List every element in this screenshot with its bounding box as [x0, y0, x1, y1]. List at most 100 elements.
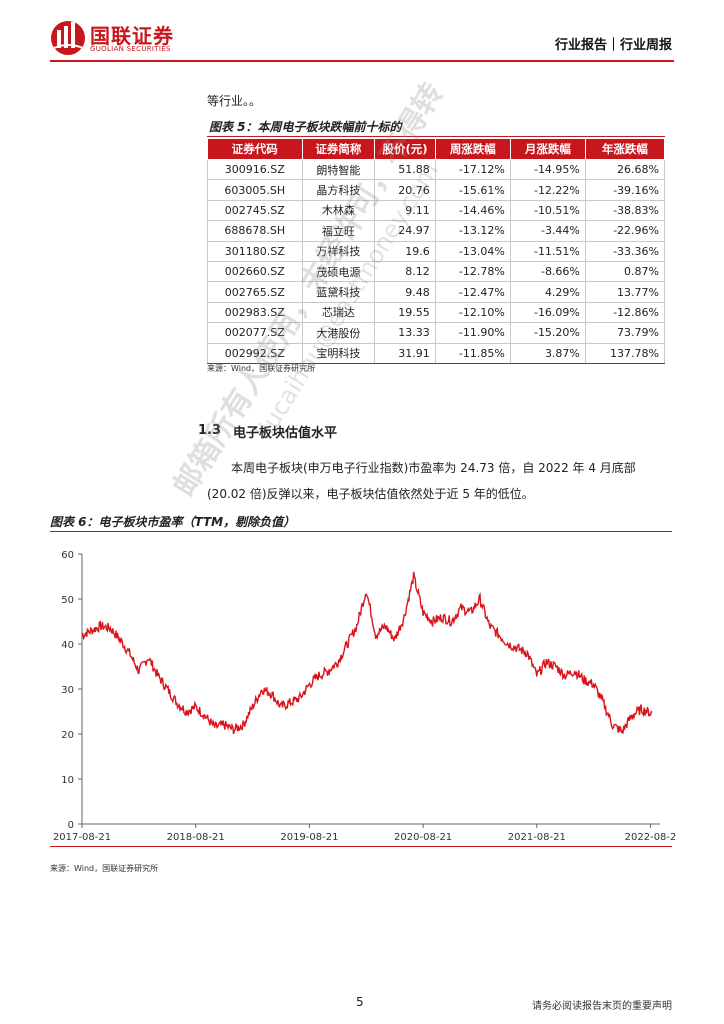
table-cell: -14.46%: [435, 200, 511, 222]
y-tick-label: 60: [61, 550, 74, 561]
logo-text-cn: 国联证券: [90, 24, 174, 48]
table-cell: -11.51%: [510, 241, 586, 262]
table-cell: 福立旺: [302, 220, 376, 242]
intro-text: 等行业。。: [207, 94, 262, 108]
company-logo: 国联证券 GUOLIAN SECURITIES: [50, 18, 200, 58]
table-cell: 13.33: [374, 322, 436, 344]
table-cell: -39.16%: [585, 179, 666, 201]
figure-6-title: 图表 6：电子板块市盈率（TTM，剔除负值）: [50, 513, 672, 532]
figure-5-title: 图表 5：本周电子板块跌幅前十标的: [207, 118, 665, 137]
table-cell: -38.83%: [585, 200, 666, 222]
table-cell: -22.96%: [585, 220, 666, 242]
y-tick-label: 0: [68, 820, 74, 831]
y-tick-label: 20: [61, 730, 74, 741]
table-cell: 002077.SZ: [207, 322, 303, 344]
table-row: 300916.SZ 朗特智能 51.88 -17.12% -14.95% 26.68%: [207, 159, 666, 181]
page-number: 5: [356, 995, 364, 1009]
table-header-cell: 证券简称: [301, 138, 376, 160]
table-cell: 002660.SZ: [207, 261, 303, 283]
figure-5-title-text: 图表 5：本周电子板块跌幅前十标的: [209, 120, 402, 134]
stock-table: 证券代码 证券简称 股价(元) 周涨跌幅 月涨跌幅 年涨跌幅 300916.SZ…: [207, 138, 666, 364]
table-cell: 9.11: [374, 200, 436, 222]
table-cell: 9.48: [374, 281, 436, 303]
table-cell: -14.95%: [510, 159, 586, 181]
table-cell: 51.88: [374, 159, 436, 181]
table-cell: -12.78%: [435, 261, 511, 283]
table-cell: -15.20%: [510, 322, 586, 344]
table-cell: 朗特智能: [302, 159, 376, 181]
table-cell: -12.22%: [510, 179, 586, 201]
table-cell: -16.09%: [510, 302, 586, 324]
table-header-row: 证券代码 证券简称 股价(元) 周涨跌幅 月涨跌幅 年涨跌幅: [207, 138, 666, 160]
table-cell: -3.44%: [510, 220, 586, 242]
pe-series-line: [81, 571, 653, 735]
table-row: 002077.SZ 大港股份 13.33 -11.90% -15.20% 73.79%: [207, 322, 666, 344]
table-cell: 19.55: [374, 302, 436, 324]
table-cell: 20.76: [374, 179, 436, 201]
table-cell: -17.12%: [435, 159, 511, 181]
logo-mark-icon: [51, 21, 85, 55]
x-tick-label: 2017-08-21: [53, 832, 111, 843]
table-header-cell: 月涨跌幅: [509, 138, 586, 160]
table-cell: 3.87%: [510, 343, 586, 364]
y-tick-label: 40: [61, 640, 74, 651]
table-cell: 73.79%: [585, 322, 666, 344]
header-divider: [50, 60, 674, 62]
table-cell: -11.90%: [435, 322, 511, 344]
table-cell: 13.77%: [585, 281, 666, 303]
section-paragraph: 本周电子板块(申万电子行业指数)市盈率为 24.73 倍，自 2022 年 4 …: [207, 461, 636, 501]
table-cell: 31.91: [374, 343, 436, 364]
chart-bottom-divider: [50, 846, 672, 847]
table-header-cell: 周涨跌幅: [434, 138, 511, 160]
table-row: 301180.SZ 万祥科技 19.6 -13.04% -11.51% -33.36%: [207, 241, 666, 262]
table-cell: 大港股份: [302, 322, 376, 344]
table-cell: -15.61%: [435, 179, 511, 201]
table-cell: 芯瑞达: [302, 302, 376, 324]
table-header-cell: 股价(元): [374, 138, 436, 160]
table-cell: 301180.SZ: [207, 241, 303, 262]
table-cell: 688678.SH: [207, 220, 303, 242]
table-cell: -8.66%: [510, 261, 586, 283]
y-tick-label: 50: [61, 595, 74, 606]
table-cell: 603005.SH: [207, 179, 303, 201]
table-cell: 19.6: [374, 241, 436, 262]
table-cell: 木林森: [302, 200, 376, 222]
table-cell: 宝明科技: [302, 343, 376, 364]
table-cell: 24.97: [374, 220, 436, 242]
table-cell: -11.85%: [435, 343, 511, 364]
chart-source: 来源：Wind，国联证券研究所: [50, 864, 159, 873]
table-cell: -10.51%: [510, 200, 586, 222]
table-header-cell: 年涨跌幅: [584, 138, 666, 160]
table-source: 来源：Wind，国联证券研究所: [207, 364, 316, 373]
table-cell: 137.78%: [585, 343, 666, 364]
x-tick-label: 2022-08-2: [625, 832, 677, 843]
table-row: 002765.SZ 蓝黛科技 9.48 -12.47% 4.29% 13.77%: [207, 281, 666, 303]
table-row: 688678.SH 福立旺 24.97 -13.12% -3.44% -22.96%: [207, 220, 666, 242]
report-type-label: 行业报告｜行业周报: [554, 38, 672, 53]
table-cell: 002745.SZ: [207, 200, 303, 222]
table-cell: 002765.SZ: [207, 281, 303, 303]
table-row: 002660.SZ 茂硕电源 8.12 -12.78% -8.66% 0.87%: [207, 261, 666, 283]
table-cell: 8.12: [374, 261, 436, 283]
footer-disclaimer: 请务必阅读报告末页的重要声明: [532, 1001, 672, 1012]
x-tick-label: 2018-08-21: [167, 832, 225, 843]
table-cell: 002983.SZ: [207, 302, 303, 324]
table-cell: -12.47%: [435, 281, 511, 303]
table-cell: -13.04%: [435, 241, 511, 262]
table-cell: 002992.SZ: [207, 343, 303, 364]
table-cell: -33.36%: [585, 241, 666, 262]
section-title: 电子板块估值水平: [233, 426, 338, 441]
y-tick-label: 10: [61, 775, 74, 786]
table-row: 002983.SZ 芯瑞达 19.55 -12.10% -16.09% -12.86%: [207, 302, 666, 324]
table-cell: 300916.SZ: [207, 159, 303, 181]
table-cell: -13.12%: [435, 220, 511, 242]
table-cell: 万祥科技: [302, 241, 376, 262]
table-cell: 26.68%: [585, 159, 666, 181]
table-body: 300916.SZ 朗特智能 51.88 -17.12% -14.95% 26.68% 60…: [207, 159, 666, 364]
table-row: 603005.SH 晶方科技 20.76 -15.61% -12.22% -39.16%: [207, 179, 666, 201]
table-cell: 4.29%: [510, 281, 586, 303]
pe-ratio-chart: 0 10 20 30 40 50 60 2017-08-21 2018-08-21 2019-08…: [53, 550, 677, 843]
y-tick-label: 30: [61, 685, 74, 696]
x-tick-label: 2019-08-21: [280, 832, 338, 843]
table-cell: 0.87%: [585, 261, 666, 283]
